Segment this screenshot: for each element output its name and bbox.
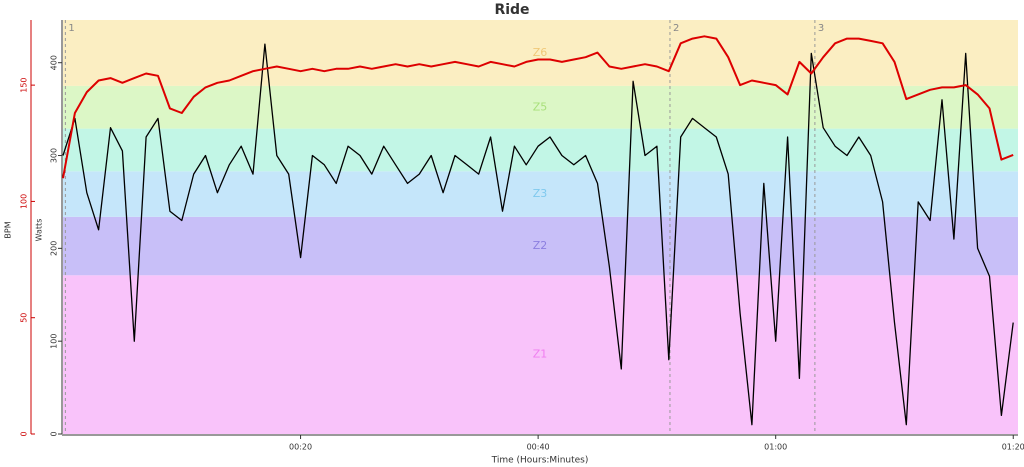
x-tick-label: 01:20 (1002, 443, 1024, 452)
series-line (62, 43, 1014, 426)
y-tick-label: 300 (50, 148, 59, 163)
zone-band (63, 128, 1018, 172)
chart-title: Ride (494, 2, 529, 18)
y2-tick-label: 0 (20, 431, 29, 436)
zone-band (63, 20, 1018, 86)
interval-label: 1 (68, 23, 74, 34)
zone-band (63, 171, 1018, 217)
y2-axis-title: BPM (4, 221, 13, 238)
series-line (62, 35, 1014, 179)
y-tick-label: 400 (50, 55, 59, 70)
y-axis-title: Watts (35, 219, 44, 242)
x-tick-label: 01:00 (764, 443, 787, 452)
x-axis-title: Time (Hours:Minutes) (491, 456, 589, 466)
x-tick-label: 00:40 (527, 443, 550, 452)
y-tick-label: 0 (50, 431, 59, 436)
zone-band (63, 85, 1018, 129)
zone-label: Z6 (533, 46, 548, 59)
interval-label: 2 (673, 23, 679, 34)
y2-tick-label: 50 (20, 313, 29, 323)
zone-label: Z1 (533, 348, 548, 361)
zone-band (63, 216, 1018, 276)
zone-label: Z2 (533, 239, 548, 252)
zone-label: Z5 (533, 100, 548, 113)
interval-label: 3 (818, 23, 824, 34)
y2-tick-label: 150 (20, 77, 29, 92)
x-tick-label: 00:20 (289, 443, 312, 452)
y-tick-label: 200 (50, 241, 59, 256)
y2-tick-label: 100 (20, 194, 29, 209)
y-tick-label: 100 (50, 334, 59, 349)
zone-band (63, 275, 1018, 434)
zone-label: Z3 (533, 187, 548, 200)
